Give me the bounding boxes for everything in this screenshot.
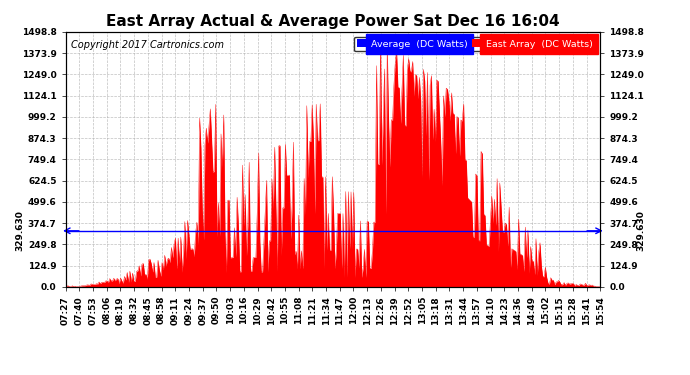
Title: East Array Actual & Average Power Sat Dec 16 16:04: East Array Actual & Average Power Sat De… [106, 14, 560, 29]
Legend: Average  (DC Watts), East Array  (DC Watts): Average (DC Watts), East Array (DC Watts… [354, 37, 595, 51]
Text: 329.630: 329.630 [636, 210, 645, 251]
Text: Copyright 2017 Cartronics.com: Copyright 2017 Cartronics.com [71, 39, 224, 50]
Text: 329.630: 329.630 [16, 210, 25, 251]
